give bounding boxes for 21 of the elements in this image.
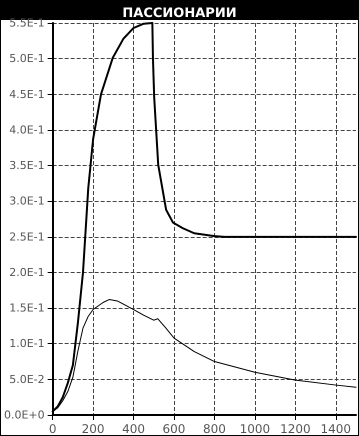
chart-title: ПАССИОНАРИИ <box>122 6 237 21</box>
x-tick-label: 200 <box>82 422 105 436</box>
x-tick-label: 600 <box>162 422 186 436</box>
y-tick-label: 0.0E+0 <box>4 408 45 422</box>
y-tick-label: 2.0E-1 <box>9 266 45 279</box>
x-tick-label: 800 <box>202 422 226 436</box>
y-tick-label: 5.0E-2 <box>9 372 45 386</box>
y-tick-label: 4.0E-1 <box>9 123 45 136</box>
y-tick-label: 2.5E-1 <box>9 230 45 244</box>
y-tick-label: 5.5E-1 <box>9 16 45 30</box>
x-tick-label: 1400 <box>320 422 352 436</box>
x-tick-label: 400 <box>122 422 146 436</box>
x-tick-label: 1000 <box>240 422 270 436</box>
x-tick-label: 0 <box>48 422 56 436</box>
y-tick-label: 3.0E-1 <box>9 194 45 208</box>
y-tick-label: 3.5E-1 <box>9 159 45 172</box>
y-tick-label: 1.0E-1 <box>9 337 45 350</box>
y-tick-label: 1.5E-1 <box>9 302 45 315</box>
x-tick-label: 1200 <box>280 422 311 436</box>
y-tick-label: 5.0E-1 <box>9 52 45 66</box>
y-tick-label: 4.5E-1 <box>9 88 45 101</box>
